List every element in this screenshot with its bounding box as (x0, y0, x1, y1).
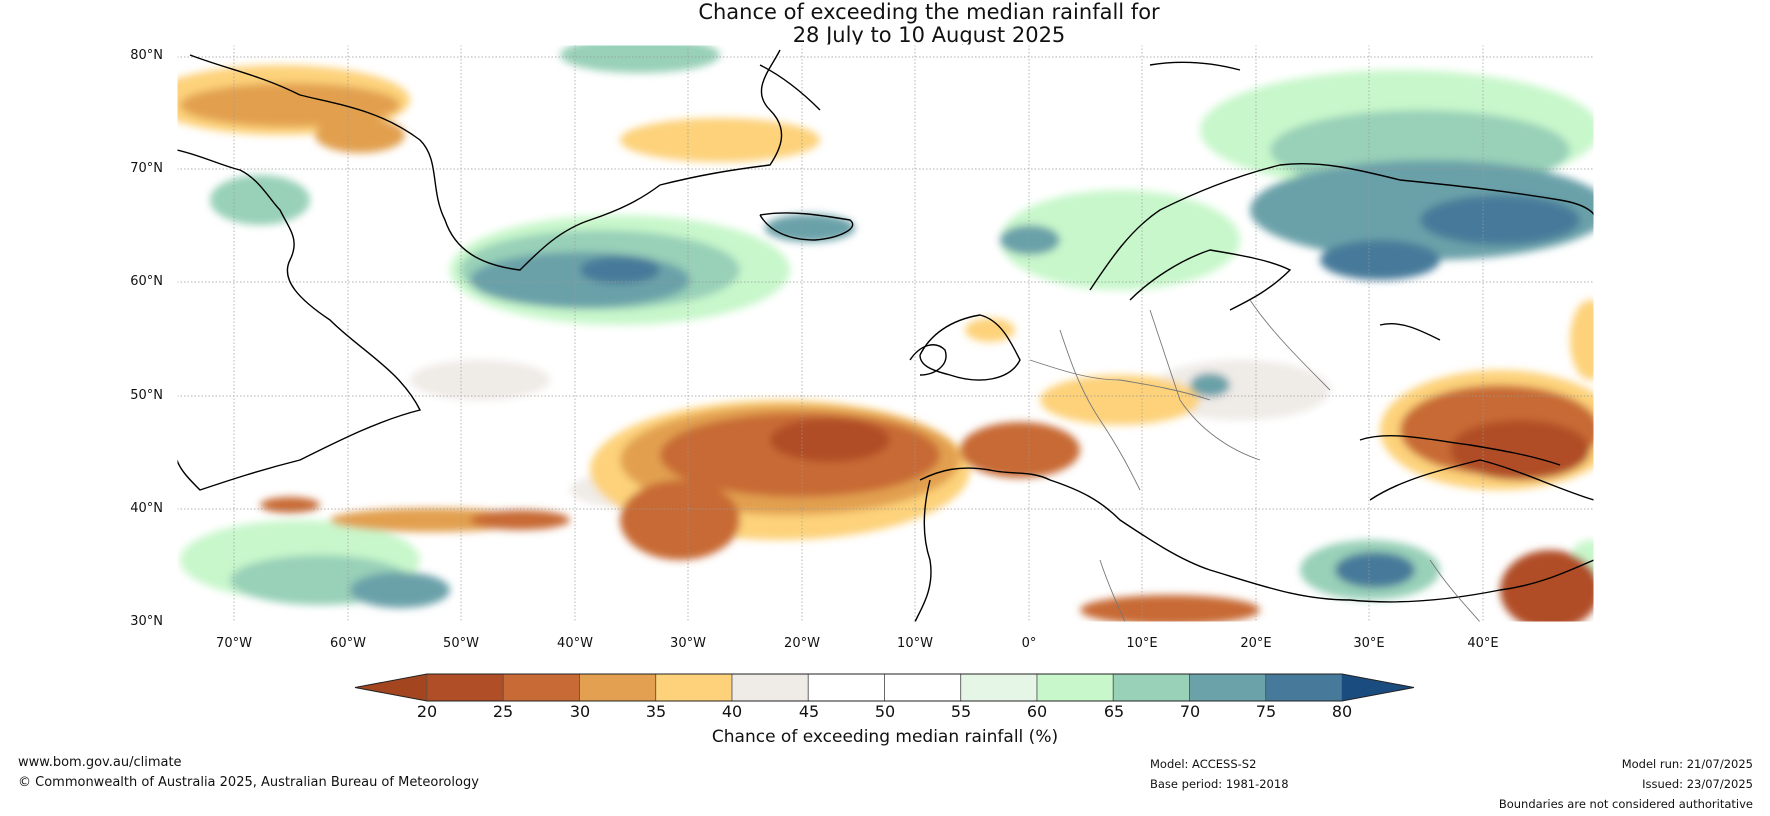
lon-label-30e: 30°E (1353, 636, 1385, 651)
lon-label-30w: 30°W (670, 636, 706, 651)
borders (1029, 299, 1481, 622)
lon-label-40e: 40°E (1467, 636, 1499, 651)
model-run-text: Model run: 21/07/2025 (1621, 757, 1753, 771)
lon-label-20e: 20°E (1240, 636, 1272, 651)
lat-label-60n: 60°N (130, 274, 163, 289)
lat-label-80n: 80°N (130, 48, 163, 63)
coastlines (177, 49, 1594, 622)
lat-label-70n: 70°N (130, 161, 163, 176)
probability-field (177, 45, 1594, 622)
lon-label-60w: 60°W (330, 636, 366, 651)
map-title-line-2: 28 July to 10 August 2025 (792, 23, 1066, 47)
lat-label-40n: 40°N (130, 501, 163, 516)
colorbar-tick-30: 30 (569, 702, 591, 721)
lat-label-30n: 30°N (130, 614, 163, 629)
rainfall-probability-map (176, 44, 1595, 623)
copyright-text: © Commonwealth of Australia 2025, Austra… (18, 775, 479, 790)
colorbar-tick-35: 35 (645, 702, 667, 721)
colorbar-tick-50: 50 (874, 702, 896, 721)
issued-text: Issued: 23/07/2025 (1642, 777, 1753, 791)
colorbar-tick-20: 20 (416, 702, 438, 721)
disclaimer-text: Boundaries are not considered authoritat… (1498, 797, 1753, 811)
base-period-text: Base period: 1981-2018 (1150, 777, 1289, 791)
lat-label-50n: 50°N (130, 388, 163, 403)
colorbar-tick-45: 45 (798, 702, 820, 721)
colorbar-tick-60: 60 (1026, 702, 1048, 721)
lon-label-0: 0° (1021, 636, 1037, 651)
colorbar-tick-65: 65 (1103, 702, 1125, 721)
website-link[interactable]: www.bom.gov.au/climate (18, 755, 182, 770)
colorbar-tick-25: 25 (492, 702, 514, 721)
map-frame (176, 44, 1595, 623)
colorbar-tick-55: 55 (950, 702, 972, 721)
colorbar-tick-70: 70 (1179, 702, 1201, 721)
colorbar-label: Chance of exceeding median rainfall (%) (711, 727, 1059, 747)
lon-label-10e: 10°E (1126, 636, 1158, 651)
lon-label-40w: 40°W (557, 636, 593, 651)
lon-label-10w: 10°W (897, 636, 933, 651)
lon-label-50w: 50°W (443, 636, 479, 651)
model-text: Model: ACCESS-S2 (1150, 757, 1257, 771)
lon-label-70w: 70°W (216, 636, 252, 651)
colorbar-tick-80: 80 (1331, 702, 1353, 721)
map-title-line-1: Chance of exceeding the median rainfall … (698, 0, 1160, 24)
colorbar-tick-40: 40 (721, 702, 743, 721)
graticule (177, 45, 1594, 622)
colorbar-tick-75: 75 (1255, 702, 1277, 721)
lon-label-20w: 20°W (784, 636, 820, 651)
